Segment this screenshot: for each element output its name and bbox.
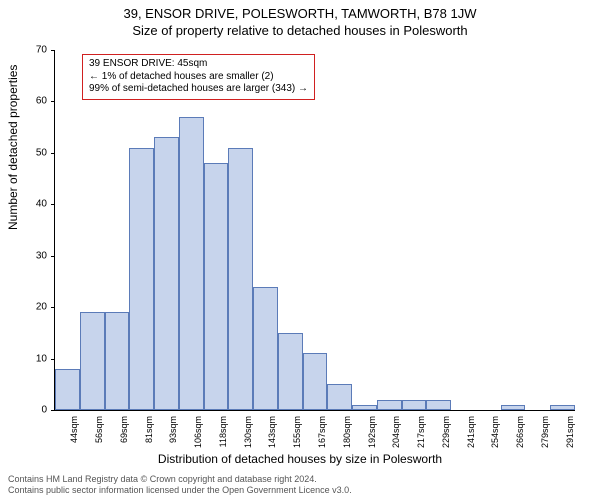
histogram-bar xyxy=(327,384,352,410)
y-tick-label: 10 xyxy=(27,353,47,364)
y-tick-label: 60 xyxy=(27,96,47,107)
histogram-bar xyxy=(154,137,179,410)
histogram-bar xyxy=(253,287,278,410)
footnote-line: Contains public sector information licen… xyxy=(8,485,352,496)
x-tick-label: 167sqm xyxy=(317,416,327,456)
x-tick-label: 130sqm xyxy=(243,416,253,456)
histogram-bar xyxy=(352,405,377,410)
x-tick-label: 254sqm xyxy=(490,416,500,456)
histogram-bar xyxy=(55,369,80,410)
y-axis-label: Number of detached properties xyxy=(6,65,20,230)
x-tick-label: 44sqm xyxy=(69,416,79,456)
annotation-box: 39 ENSOR DRIVE: 45sqm ← 1% of detached h… xyxy=(82,54,315,100)
histogram-bar xyxy=(501,405,526,410)
x-tick-label: 56sqm xyxy=(94,416,104,456)
annotation-line: 39 ENSOR DRIVE: 45sqm xyxy=(89,58,308,71)
subtitle: Size of property relative to detached ho… xyxy=(0,21,600,38)
x-tick-label: 180sqm xyxy=(342,416,352,456)
x-tick-label: 106sqm xyxy=(193,416,203,456)
address-title: 39, ENSOR DRIVE, POLESWORTH, TAMWORTH, B… xyxy=(0,0,600,21)
x-tick-label: 93sqm xyxy=(168,416,178,456)
x-tick-label: 279sqm xyxy=(540,416,550,456)
footnote: Contains HM Land Registry data © Crown c… xyxy=(8,474,352,496)
histogram-bar xyxy=(377,400,402,410)
chart-container: 39, ENSOR DRIVE, POLESWORTH, TAMWORTH, B… xyxy=(0,0,600,500)
y-tick-label: 50 xyxy=(27,147,47,158)
y-tick-label: 20 xyxy=(27,302,47,313)
histogram-bar xyxy=(278,333,303,410)
annotation-line: 99% of semi-detached houses are larger (… xyxy=(89,83,308,96)
histogram-bar xyxy=(105,312,130,410)
x-tick-label: 229sqm xyxy=(441,416,451,456)
annotation-line: ← 1% of detached houses are smaller (2) xyxy=(89,71,308,84)
histogram-bar xyxy=(303,353,328,410)
x-tick-label: 69sqm xyxy=(119,416,129,456)
y-tick-label: 40 xyxy=(27,199,47,210)
x-tick-label: 266sqm xyxy=(515,416,525,456)
x-tick-label: 217sqm xyxy=(416,416,426,456)
histogram-bar xyxy=(204,163,229,410)
histogram-bar xyxy=(402,400,427,410)
histogram-bar xyxy=(550,405,575,410)
x-axis-label: Distribution of detached houses by size … xyxy=(0,452,600,466)
x-tick-label: 192sqm xyxy=(367,416,377,456)
x-tick-label: 155sqm xyxy=(292,416,302,456)
footnote-line: Contains HM Land Registry data © Crown c… xyxy=(8,474,352,485)
x-tick-label: 118sqm xyxy=(218,416,228,456)
plot-area: 01020304050607044sqm56sqm69sqm81sqm93sqm… xyxy=(54,50,574,410)
x-tick-label: 204sqm xyxy=(391,416,401,456)
x-tick-label: 143sqm xyxy=(267,416,277,456)
x-tick-label: 291sqm xyxy=(565,416,575,456)
y-tick-label: 70 xyxy=(27,45,47,56)
histogram-bar xyxy=(228,148,253,410)
y-tick-label: 30 xyxy=(27,250,47,261)
histogram-bar xyxy=(179,117,204,410)
histogram-bar xyxy=(129,148,154,410)
histogram-bar xyxy=(426,400,451,410)
x-tick-label: 81sqm xyxy=(144,416,154,456)
y-tick-label: 0 xyxy=(27,405,47,416)
x-tick-label: 241sqm xyxy=(466,416,476,456)
histogram-bar xyxy=(80,312,105,410)
